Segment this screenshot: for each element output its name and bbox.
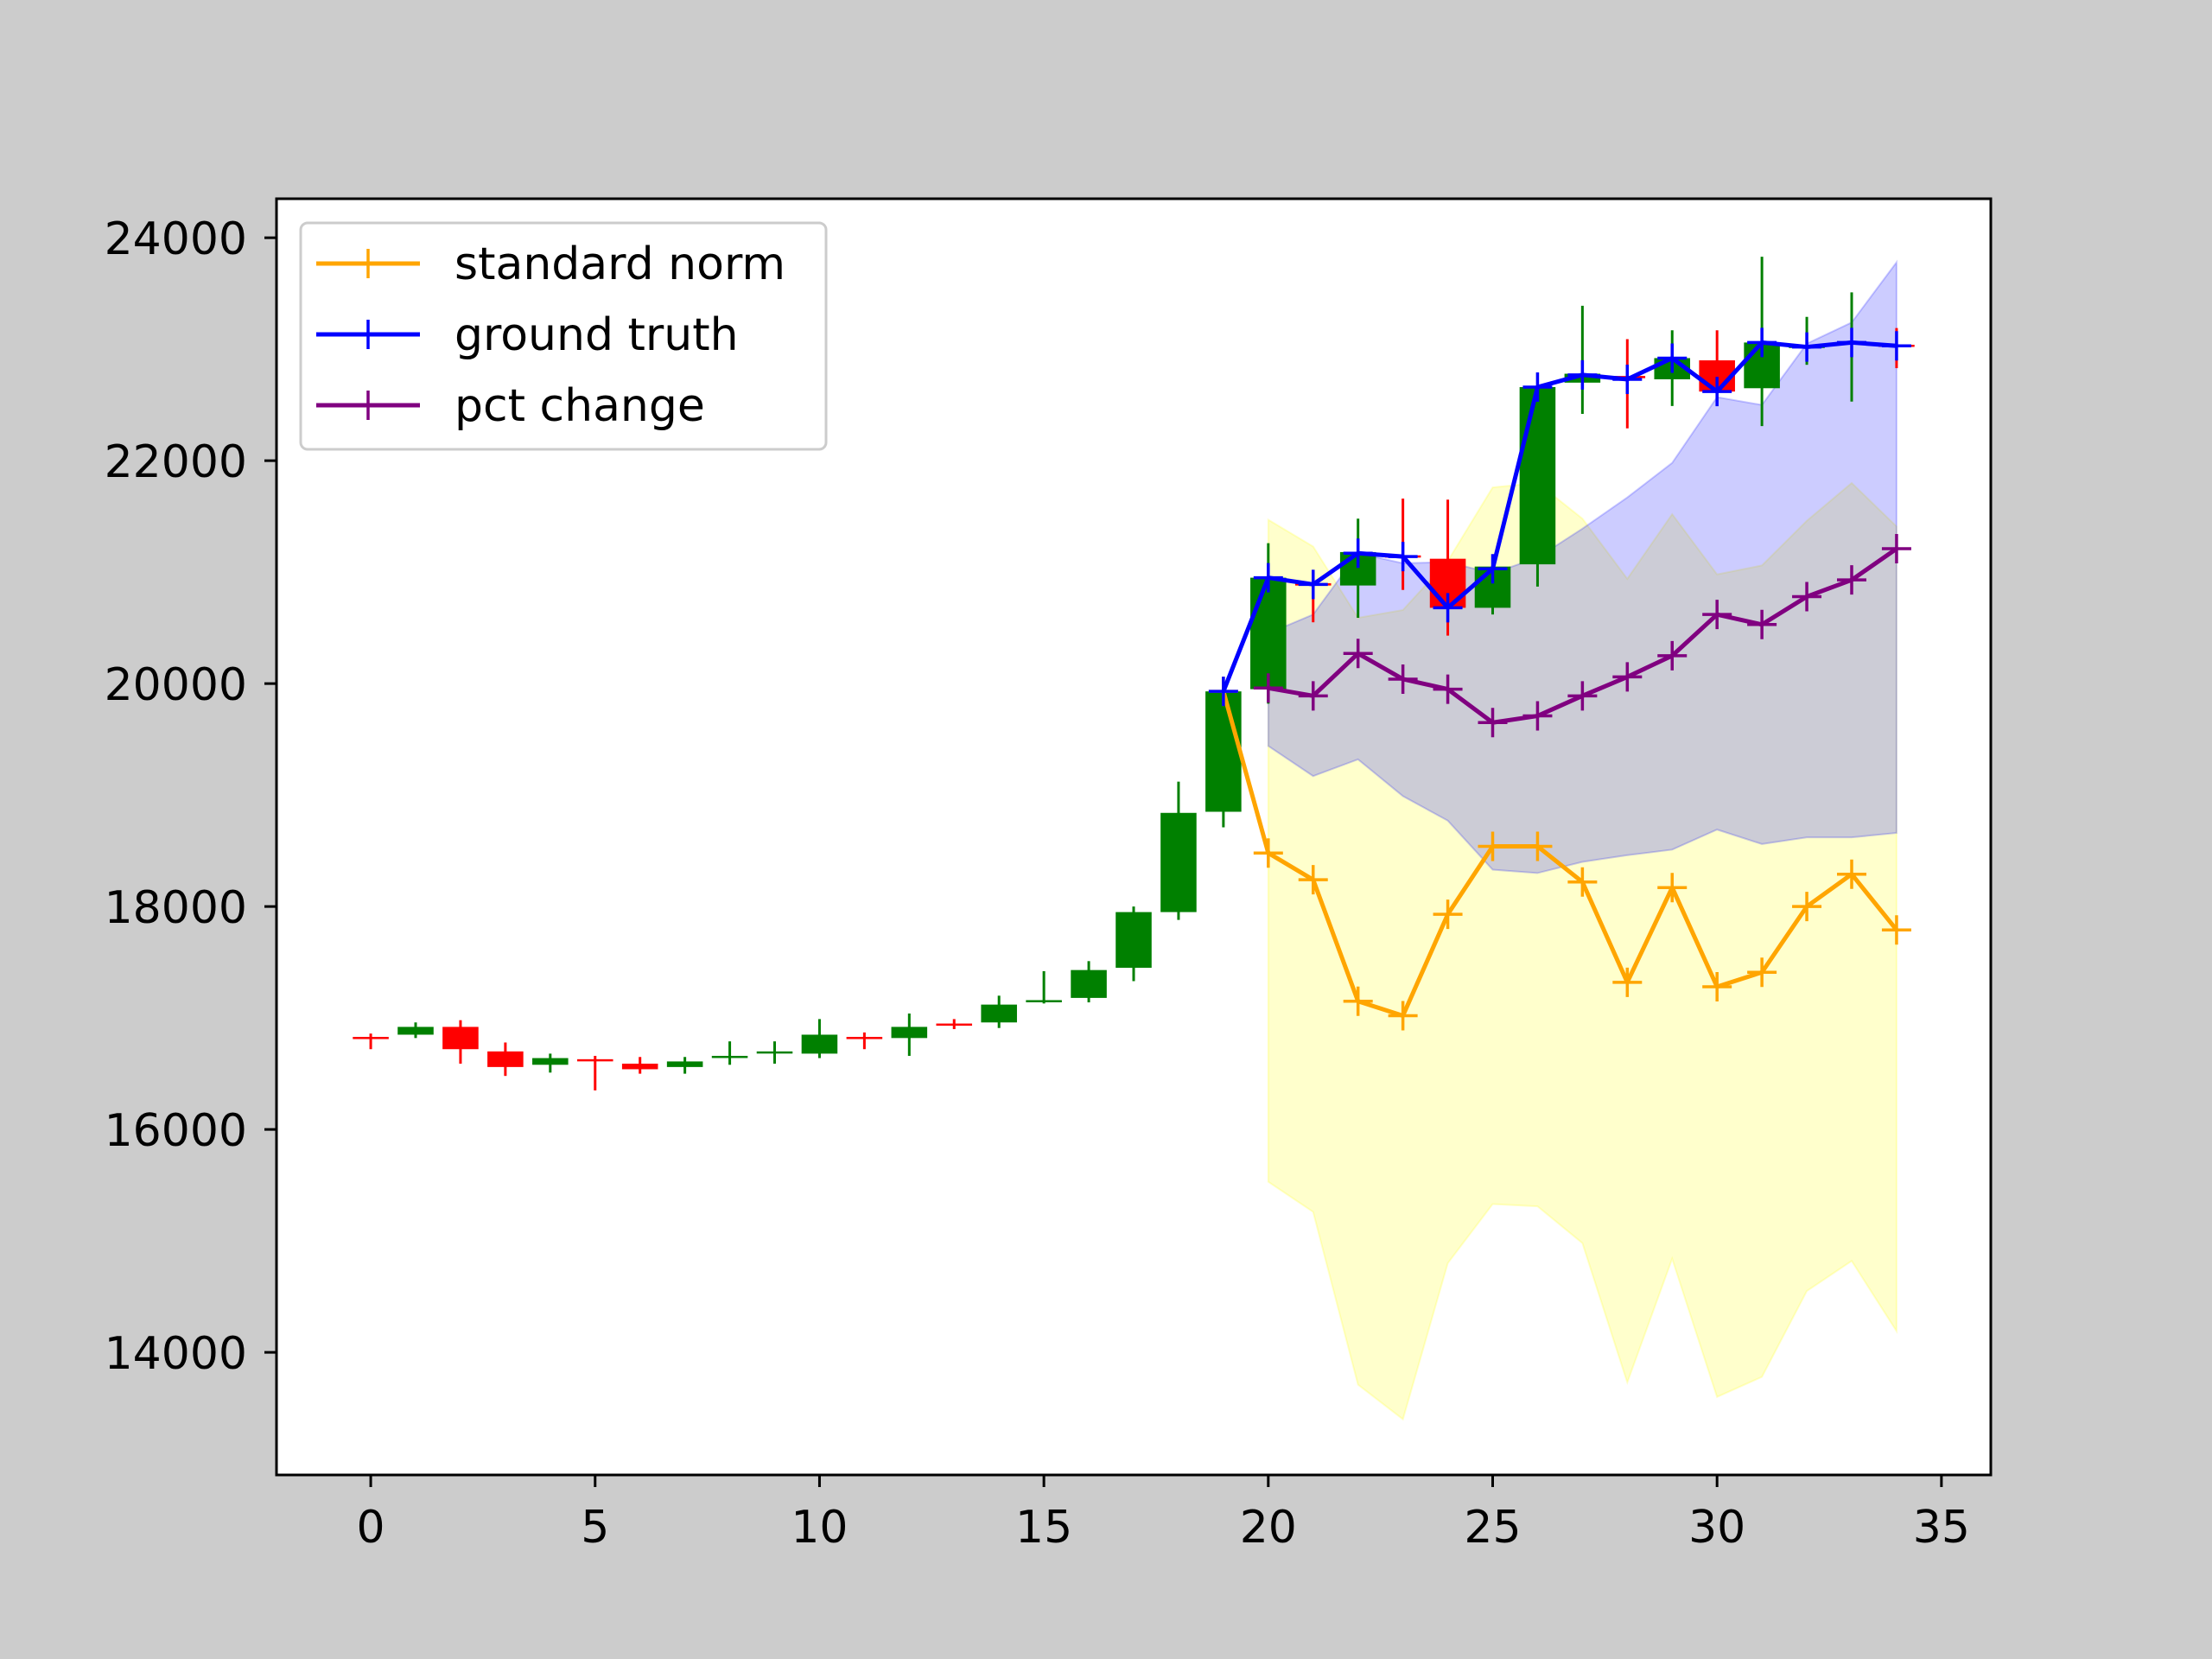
y-tick-label: 24000 (105, 213, 247, 265)
candle-body (1026, 1000, 1062, 1002)
legend-label-pct-change: pct change (454, 380, 705, 432)
candle-body (801, 1034, 838, 1054)
series-point-standard-norm (1478, 831, 1508, 861)
bands-layer (1267, 259, 1897, 1421)
series-point-ground-truth (1702, 377, 1732, 407)
series-point-standard-norm (1433, 899, 1463, 930)
x-tick-label: 20 (1240, 1502, 1297, 1554)
series-point-ground-truth (1881, 331, 1911, 361)
series-point-standard-norm (1747, 957, 1777, 988)
candle-body (981, 1004, 1017, 1023)
series-point-ground-truth (1298, 569, 1328, 600)
series-layer (1208, 327, 1911, 1031)
y-tick-label: 20000 (105, 659, 247, 711)
candle-body (936, 1023, 973, 1027)
series-point-ground-truth (1388, 542, 1418, 572)
series-point-pct-change (1478, 708, 1508, 738)
x-tick-label: 10 (791, 1502, 848, 1554)
candle-body (442, 1027, 479, 1050)
series-line-standard-norm (1221, 690, 1898, 1019)
series-point-standard-norm (1881, 915, 1911, 945)
candle-body (846, 1037, 883, 1039)
confidence-band-1 (1267, 481, 1897, 1421)
series-point-pct-change (1747, 609, 1777, 639)
series-point-standard-norm (1298, 865, 1328, 895)
series-line-ground-truth (1221, 340, 1897, 693)
series-point-pct-change (1388, 664, 1418, 694)
series-point-standard-norm (1388, 1001, 1418, 1031)
series-point-standard-norm (1702, 972, 1732, 1001)
candles-layer (353, 257, 1915, 1090)
series-point-ground-truth (1433, 593, 1463, 623)
series-point-standard-norm (1612, 967, 1643, 997)
candle-body (1160, 812, 1197, 912)
y-tick-label: 18000 (105, 882, 247, 934)
series-point-pct-change (1792, 582, 1822, 612)
y-tick-label: 14000 (105, 1328, 247, 1380)
series-point-standard-norm (1836, 859, 1866, 889)
series-point-pct-change (1433, 674, 1463, 704)
series-point-ground-truth (1253, 563, 1283, 593)
y-tick-label: 16000 (105, 1105, 247, 1157)
series-point-standard-norm (1522, 831, 1553, 861)
series-point-standard-norm (1657, 873, 1688, 903)
x-tick-label: 5 (581, 1502, 609, 1554)
axes-layer: 0 5 10 15 20 25 30 35 14000 16000 18000 20000 22000 2… (105, 213, 1970, 1554)
candle-body (891, 1027, 928, 1039)
series-point-ground-truth (1747, 327, 1777, 358)
series-point-pct-change (1567, 681, 1598, 711)
x-tick-label: 0 (357, 1502, 385, 1554)
series-point-pct-change (1298, 681, 1328, 711)
series-point-ground-truth (1836, 327, 1866, 358)
candle-body (1205, 691, 1242, 812)
legend-marker-standard-norm (353, 249, 383, 278)
legend-label-ground-truth: ground truth (454, 309, 739, 361)
candle-body (532, 1058, 569, 1065)
candle-body (397, 1027, 434, 1035)
series-point-ground-truth (1208, 677, 1238, 707)
candle-body (621, 1064, 658, 1070)
series-point-pct-change (1657, 640, 1688, 671)
candle-body (1116, 912, 1152, 969)
series-point-standard-norm (1343, 986, 1373, 1016)
series-point-pct-change (1343, 639, 1373, 669)
series-point-ground-truth (1657, 343, 1688, 373)
series-point-ground-truth (1612, 364, 1643, 394)
legend-marker-pct-change (353, 391, 383, 420)
series-point-standard-norm (1567, 867, 1598, 897)
legend: standard norm ground truth pct change (299, 221, 828, 451)
x-tick-label: 25 (1464, 1502, 1521, 1554)
candle-body (756, 1051, 793, 1054)
series-point-ground-truth (1567, 359, 1598, 390)
x-tick-label: 35 (1913, 1502, 1970, 1554)
candle-body (666, 1061, 703, 1067)
legend-label-standard-norm: standard norm (454, 238, 785, 290)
candle-body (1250, 577, 1287, 690)
candle-body (1071, 969, 1107, 998)
series-point-ground-truth (1522, 372, 1553, 403)
series-point-standard-norm (1253, 838, 1283, 868)
series-point-ground-truth (1792, 332, 1822, 362)
series-point-pct-change (1881, 534, 1911, 564)
y-tick-label: 22000 (105, 436, 247, 488)
candle-body (1519, 387, 1556, 565)
candle-body (576, 1058, 613, 1062)
candle-body (353, 1037, 389, 1039)
legend-box (299, 221, 828, 451)
legend-marker-ground-truth (353, 320, 383, 349)
x-tick-label: 15 (1015, 1502, 1072, 1554)
series-point-standard-norm (1792, 892, 1822, 922)
candle-body (487, 1051, 524, 1067)
series-point-ground-truth (1343, 538, 1373, 569)
series-point-pct-change (1253, 673, 1283, 703)
series-point-pct-change (1836, 565, 1866, 595)
series-point-ground-truth (1478, 554, 1508, 584)
series-point-pct-change (1612, 662, 1643, 692)
candle-body (711, 1055, 748, 1058)
x-tick-label: 30 (1688, 1502, 1745, 1554)
plot-frame (275, 197, 1993, 1477)
series-point-pct-change (1522, 701, 1553, 731)
series-point-pct-change (1702, 600, 1732, 630)
